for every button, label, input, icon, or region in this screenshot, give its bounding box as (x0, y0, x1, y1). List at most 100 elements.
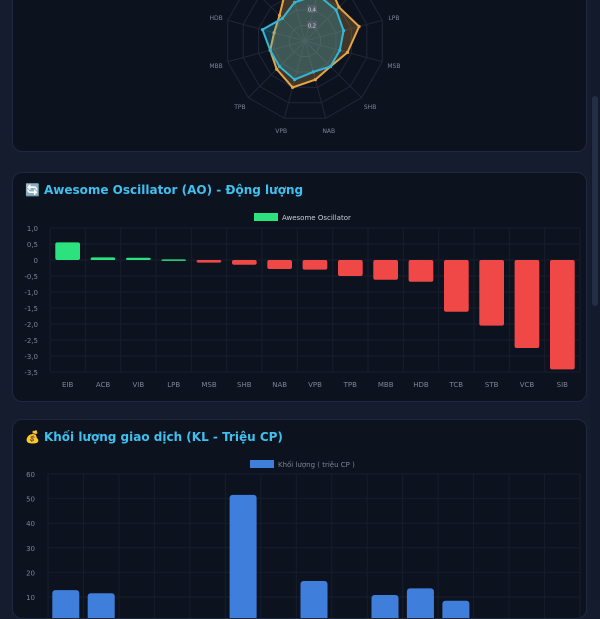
ao-bar (302, 260, 328, 270)
radar-axis-label: TPB (233, 104, 245, 111)
volume-bar (229, 494, 257, 618)
ao-bar (196, 260, 222, 263)
radar-spoke (227, 40, 306, 63)
volume-y-tick: 30 (26, 545, 35, 553)
volume-bar (442, 600, 470, 618)
radar-spoke (263, 0, 306, 42)
radar-axis-label: HDB (209, 15, 222, 22)
radar-point (293, 0, 297, 4)
radar-spoke (304, 40, 362, 98)
ao-y-tick: -1,0 (24, 289, 38, 297)
ao-bar (267, 260, 292, 269)
volume-chart: 60 50 40 30 20 10 Khối lượng ( triệu CP ) (26, 460, 581, 618)
radar-point (311, 70, 315, 74)
radar-point (342, 29, 346, 33)
ao-y-tick: -2,5 (24, 337, 38, 345)
radar-point (293, 78, 297, 82)
volume-bar (87, 593, 115, 618)
radar-point (275, 67, 279, 71)
volume-bar (371, 595, 399, 618)
scrollbar-thumb[interactable] (592, 96, 598, 306)
ao-x-tick: NAB (272, 381, 287, 389)
ao-bar (444, 260, 469, 312)
ao-x-tick: HDB (413, 381, 429, 389)
radar-point (334, 8, 338, 12)
radar-point (272, 31, 276, 35)
radar-point (268, 48, 272, 52)
ao-y-tick: -2,0 (24, 321, 38, 329)
radar-tick-label: 0,4 (308, 8, 316, 14)
ao-x-tick: LPB (167, 381, 180, 389)
volume-legend-label: Khối lượng ( triệu CP ) (278, 461, 355, 469)
ao-title-text: Awesome Oscillator (AO) - Động lượng (43, 183, 304, 197)
ao-y-tick: -1,5 (24, 305, 38, 313)
ao-x-tick: TCB (449, 381, 464, 389)
radar-point (291, 85, 295, 89)
ao-bar (55, 242, 80, 260)
radar-axis-label: MBB (209, 63, 222, 70)
page-scrollbar[interactable] (590, 0, 600, 600)
volume-y-tick: 20 (26, 569, 35, 577)
radar-axis-label: LPB (388, 15, 399, 22)
ao-bar (514, 260, 540, 348)
radar-tick-bg (307, 21, 317, 29)
radar-point (345, 50, 350, 54)
ao-y-tick: 0 (34, 257, 38, 265)
ao-x-tick: MBB (378, 381, 394, 389)
ao-x-tick: SHB (237, 381, 252, 389)
radar-spoke (227, 19, 306, 42)
volume-title-text: Khối lượng giao dịch (KL - Triệu CP) (43, 430, 283, 444)
ao-bar (550, 260, 575, 370)
ao-bar (479, 260, 504, 326)
refresh-icon: 🔄 (25, 183, 40, 197)
volume-bar (300, 581, 328, 618)
ao-legend-label: Awesome Oscillator (282, 214, 351, 222)
radar-point (337, 5, 341, 9)
radar-spoke (304, 0, 347, 42)
radar-chart-card: VCBVIBLPBMSBSHBNABVPBTPBMBBHDBTCBSTB0,20… (12, 0, 587, 152)
ao-y-tick: -3,0 (24, 353, 38, 361)
ao-x-tick: TPB (343, 381, 357, 389)
radar-spoke (304, 40, 383, 63)
ao-bar (161, 259, 186, 261)
radar-point (277, 64, 282, 69)
volume-y-tick: 10 (26, 594, 35, 602)
money-bag-icon: 💰 (25, 430, 40, 444)
radar-axis-label: NAB (322, 128, 335, 135)
ao-bar (408, 260, 434, 282)
radar-tick-label: 0,2 (308, 24, 316, 30)
volume-y-tick: 40 (26, 520, 35, 528)
radar-point (313, 78, 317, 82)
ao-legend-swatch (254, 213, 278, 221)
ao-x-tick: STB (485, 381, 499, 389)
ao-y-tick: 1,0 (27, 225, 38, 233)
ao-x-tick: VIB (132, 381, 144, 389)
ao-bar (232, 260, 257, 265)
volume-chart-card: 💰 Khối lượng giao dịch (KL - Triệu CP) 60… (12, 419, 587, 619)
radar-grid-ring (227, 0, 383, 119)
ao-x-tick: EIB (62, 381, 73, 389)
ao-chart-card: 🔄 Awesome Oscillator (AO) - Động lượng 1,… (12, 172, 587, 402)
ao-bar (126, 257, 151, 260)
volume-bar (52, 590, 80, 618)
ao-bar (338, 260, 363, 276)
ao-chart: 1,0 0,5 0 -0,5 -1,0 -1,5 -2,0 -2,5 -3,0 -3,5 Aweso… (24, 213, 581, 389)
volume-legend-swatch (250, 460, 274, 468)
radar-point (328, 64, 333, 69)
radar-axis-label: MSB (387, 63, 400, 70)
ao-bar (373, 260, 398, 280)
ao-x-tick: VPB (308, 381, 322, 389)
radar-point (338, 48, 342, 52)
radar-point (277, 13, 282, 18)
volume-y-tick: 60 (26, 471, 35, 479)
ao-y-tick: -3,5 (24, 369, 38, 377)
ao-y-tick: -0,5 (24, 273, 38, 281)
ao-chart-title: 🔄 Awesome Oscillator (AO) - Động lượng (25, 183, 303, 197)
radar-axis-label: VPB (275, 128, 287, 135)
radar-point (357, 24, 361, 29)
ao-bar (90, 257, 116, 260)
volume-bar (406, 588, 434, 618)
ao-y-tick: 0,5 (27, 241, 38, 249)
radar-point (280, 16, 284, 21)
radar-chart: VCBVIBLPBMSBSHBNABVPBTPBMBBHDBTCBSTB0,20… (209, 0, 400, 135)
